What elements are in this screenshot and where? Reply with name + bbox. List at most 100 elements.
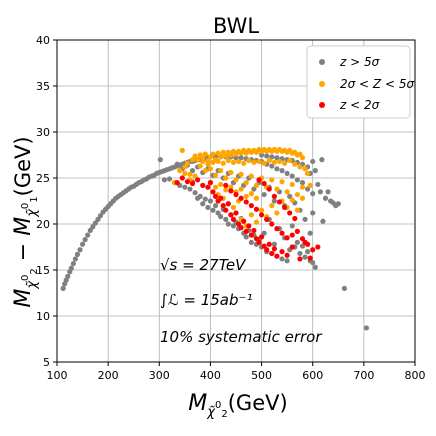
point-z-gt-5sigma bbox=[230, 223, 237, 229]
point-z-lt-2sigma bbox=[248, 203, 254, 209]
point-z-gt-5sigma bbox=[74, 251, 81, 257]
point-z-gt-5sigma bbox=[207, 198, 214, 204]
point-2sigma-5sigma bbox=[251, 159, 257, 165]
point-z-gt-5sigma bbox=[238, 155, 244, 161]
point-2sigma-5sigma bbox=[225, 157, 231, 164]
point-z-lt-2sigma bbox=[289, 232, 295, 238]
point-2sigma-5sigma bbox=[230, 159, 237, 165]
point-z-gt-5sigma bbox=[87, 227, 93, 234]
legend-box bbox=[306, 45, 411, 119]
point-2sigma-5sigma bbox=[305, 170, 311, 176]
point-z-lt-2sigma bbox=[243, 199, 249, 205]
point-z-gt-5sigma bbox=[202, 196, 208, 202]
point-z-lt-2sigma bbox=[253, 236, 260, 242]
point-z-lt-2sigma bbox=[235, 221, 242, 227]
x-tick-label: 700 bbox=[353, 369, 374, 382]
point-z-gt-5sigma bbox=[77, 247, 83, 253]
legend-label-z-lt-2sigma: z < 2σ bbox=[339, 98, 380, 112]
point-z-lt-2sigma bbox=[210, 189, 216, 195]
point-z-gt-5sigma bbox=[289, 173, 295, 179]
point-z-lt-2sigma bbox=[294, 228, 300, 234]
point-z-lt-2sigma bbox=[274, 226, 280, 232]
point-z-gt-5sigma bbox=[274, 166, 280, 172]
point-z-lt-2sigma bbox=[253, 206, 260, 212]
point-z-gt-5sigma bbox=[341, 285, 348, 291]
point-2sigma-5sigma bbox=[207, 166, 214, 172]
point-z-gt-5sigma bbox=[261, 191, 267, 198]
point-2sigma-5sigma bbox=[202, 168, 208, 174]
point-z-lt-2sigma bbox=[179, 175, 185, 181]
point-z-gt-5sigma bbox=[299, 180, 306, 186]
point-z-lt-2sigma bbox=[256, 177, 262, 183]
y-tick-label: 15 bbox=[36, 264, 50, 277]
point-z-gt-5sigma bbox=[287, 193, 293, 199]
point-2sigma-5sigma bbox=[269, 203, 275, 209]
point-2sigma-5sigma bbox=[253, 219, 260, 225]
point-z-gt-5sigma bbox=[189, 168, 196, 174]
point-z-gt-5sigma bbox=[174, 161, 180, 167]
point-2sigma-5sigma bbox=[297, 151, 303, 157]
point-z-gt-5sigma bbox=[251, 186, 257, 192]
point-2sigma-5sigma bbox=[281, 160, 288, 166]
point-2sigma-5sigma bbox=[256, 158, 262, 165]
x-tick-label: 400 bbox=[200, 369, 221, 382]
plot-frame bbox=[56, 39, 416, 363]
point-z-gt-5sigma bbox=[279, 256, 285, 262]
point-z-gt-5sigma bbox=[205, 204, 211, 211]
point-z-gt-5sigma bbox=[187, 186, 193, 192]
y-tick-label: 25 bbox=[36, 172, 50, 185]
point-z-gt-5sigma bbox=[248, 239, 254, 245]
point-2sigma-5sigma bbox=[228, 169, 234, 176]
point-2sigma-5sigma bbox=[230, 204, 237, 211]
point-z-lt-2sigma bbox=[266, 186, 272, 192]
point-2sigma-5sigma bbox=[223, 187, 229, 193]
legend-marker-z-lt-2sigma bbox=[319, 102, 325, 108]
x-axis-label: Mχ̃02(GeV) bbox=[188, 391, 287, 420]
y-tick-label: 30 bbox=[36, 126, 50, 139]
point-2sigma-5sigma bbox=[210, 151, 216, 157]
point-2sigma-5sigma bbox=[223, 153, 229, 159]
point-z-gt-5sigma bbox=[65, 273, 71, 280]
chart-title: BWL bbox=[213, 14, 259, 38]
point-2sigma-5sigma bbox=[289, 181, 295, 188]
point-2sigma-5sigma bbox=[297, 164, 303, 170]
point-2sigma-5sigma bbox=[248, 212, 254, 218]
point-2sigma-5sigma bbox=[287, 157, 293, 164]
point-z-gt-5sigma bbox=[182, 184, 188, 190]
point-z-gt-5sigma bbox=[157, 157, 163, 163]
point-z-gt-5sigma bbox=[302, 254, 308, 260]
point-2sigma-5sigma bbox=[220, 160, 226, 166]
point-2sigma-5sigma bbox=[253, 195, 260, 201]
point-z-lt-2sigma bbox=[223, 207, 229, 213]
point-2sigma-5sigma bbox=[192, 153, 198, 159]
point-z-lt-2sigma bbox=[218, 195, 224, 201]
point-z-gt-5sigma bbox=[322, 195, 329, 201]
point-z-gt-5sigma bbox=[279, 168, 285, 174]
point-2sigma-5sigma bbox=[233, 177, 239, 183]
point-z-lt-2sigma bbox=[233, 191, 239, 198]
point-2sigma-5sigma bbox=[271, 159, 277, 165]
point-z-gt-5sigma bbox=[79, 241, 86, 247]
point-z-lt-2sigma bbox=[264, 216, 270, 222]
point-z-lt-2sigma bbox=[230, 216, 237, 222]
point-z-lt-2sigma bbox=[184, 179, 191, 185]
point-z-lt-2sigma bbox=[246, 223, 252, 229]
point-z-lt-2sigma bbox=[305, 241, 311, 247]
point-z-lt-2sigma bbox=[297, 256, 303, 262]
point-z-gt-5sigma bbox=[294, 177, 300, 183]
point-z-gt-5sigma bbox=[197, 193, 203, 199]
point-z-lt-2sigma bbox=[261, 243, 267, 249]
point-z-lt-2sigma bbox=[207, 180, 214, 186]
point-z-lt-2sigma bbox=[269, 250, 275, 257]
point-z-lt-2sigma bbox=[228, 188, 234, 194]
point-z-gt-5sigma bbox=[310, 210, 316, 216]
point-z-lt-2sigma bbox=[225, 201, 231, 207]
annotation-energy: √s = 27TeV bbox=[160, 256, 247, 274]
point-2sigma-5sigma bbox=[299, 195, 306, 201]
point-2sigma-5sigma bbox=[276, 158, 283, 165]
point-z-lt-2sigma bbox=[310, 247, 316, 253]
point-2sigma-5sigma bbox=[182, 164, 188, 170]
point-z-lt-2sigma bbox=[174, 180, 180, 186]
point-2sigma-5sigma bbox=[269, 177, 275, 183]
point-z-gt-5sigma bbox=[310, 260, 316, 266]
